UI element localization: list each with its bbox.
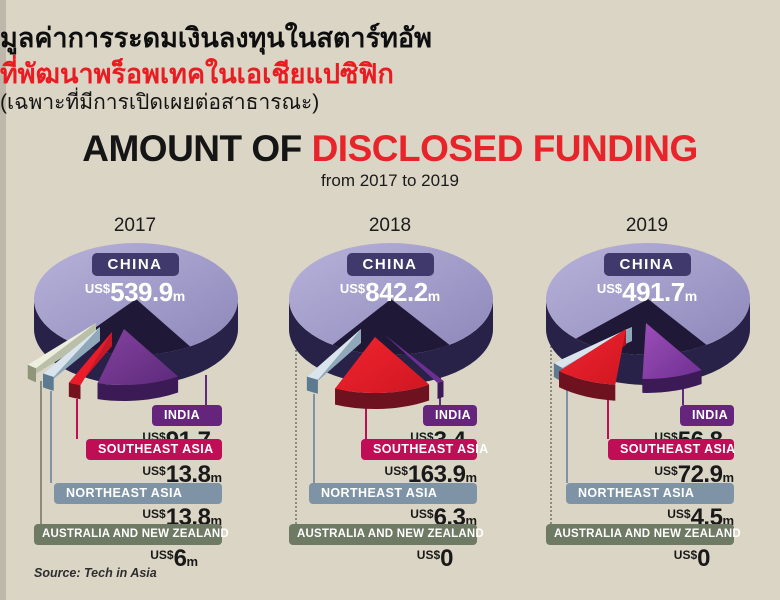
india-badge: INDIA bbox=[423, 405, 477, 426]
chart-column-2019: 2019 CHINA US$491.7m INDIA US$56.8m SOUT… bbox=[522, 215, 772, 597]
page-title: AMOUNT OF DISCLOSED FUNDING bbox=[0, 128, 780, 170]
australia-nz-badge: AUSTRALIA AND NEW ZEALAND bbox=[546, 524, 741, 545]
thai-title-line1: มูลค่าการระดมเงินลงทุนในสตาร์ทอัพ bbox=[0, 23, 432, 53]
northeast-asia-badge: NORTHEAST ASIA bbox=[54, 483, 222, 504]
australia-nz-badge: AUSTRALIA AND NEW ZEALAND bbox=[34, 524, 229, 545]
page-title-red: DISCLOSED FUNDING bbox=[311, 128, 699, 169]
southeast-asia-slice-side bbox=[68, 382, 81, 400]
northeast-asia-slice-2017 bbox=[43, 327, 100, 377]
year-label-2017: 2017 bbox=[113, 215, 157, 236]
pie-side-2017 bbox=[34, 299, 238, 385]
northeast-asia-slice-side bbox=[43, 373, 54, 391]
leader-line-southeast-asia bbox=[607, 399, 609, 439]
china-callout-2018: CHINA US$842.2m bbox=[265, 253, 515, 308]
northeast-asia-badge: NORTHEAST ASIA bbox=[309, 483, 477, 504]
leader-line-australia-nz bbox=[40, 381, 42, 524]
northeast-asia-slice-side bbox=[306, 376, 318, 394]
pie-side-2018 bbox=[289, 299, 493, 385]
chart-column-2017: 2017 CHINA US$539.9m INDIA US$91.7m SOUT… bbox=[10, 215, 260, 597]
china-callout-2017: CHINA US$539.9m bbox=[10, 253, 260, 308]
australia-nz-slice-2017 bbox=[27, 323, 96, 369]
india-slice-2019 bbox=[642, 323, 702, 379]
page-subtitle: from 2017 to 2019 bbox=[321, 171, 459, 190]
china-badge: CHINA bbox=[91, 253, 179, 276]
pie-notch-2017 bbox=[73, 299, 191, 356]
india-slice-2018 bbox=[385, 335, 444, 383]
northeast-asia-slice-2018 bbox=[306, 329, 361, 380]
australia-nz-slice-side bbox=[27, 364, 36, 383]
thai-title-line3: (เฉพาะที่มีการเปิดเผยต่อสาธารณะ) bbox=[0, 91, 320, 114]
pie-chart-2018 bbox=[289, 243, 493, 410]
leader-line-australia-nz-dotted bbox=[295, 345, 297, 524]
australia-nz-value: US$6m bbox=[150, 545, 198, 572]
australia-nz-slice-wall bbox=[27, 323, 96, 379]
southeast-asia-slice-2018 bbox=[335, 337, 430, 394]
leader-line-australia-nz-dotted bbox=[550, 335, 552, 524]
pie-notch-2018 bbox=[332, 299, 450, 356]
australia-nz-value: US$0 bbox=[416, 545, 454, 572]
india-slice-side bbox=[642, 370, 702, 393]
pie-chart-2017 bbox=[27, 243, 238, 402]
leader-line-northeast-asia bbox=[50, 391, 52, 483]
page-title-black: AMOUNT OF bbox=[82, 128, 312, 169]
southeast-asia-badge: SOUTHEAST ASIA bbox=[86, 439, 222, 460]
china-value: US$842.2m bbox=[339, 277, 441, 307]
china-badge: CHINA bbox=[346, 253, 434, 276]
india-badge: INDIA bbox=[152, 405, 222, 426]
thai-title-line2: ที่พัฒนาพร็อพเทคในเอเชียแปซิฟิก bbox=[0, 59, 394, 89]
india-badge: INDIA bbox=[680, 405, 734, 426]
southeast-asia-badge: SOUTHEAST ASIA bbox=[361, 439, 488, 460]
china-badge: CHINA bbox=[603, 253, 691, 276]
southeast-asia-slice-side bbox=[559, 371, 616, 401]
southeast-asia-badge: SOUTHEAST ASIA bbox=[608, 439, 735, 460]
leader-line-northeast-asia bbox=[566, 380, 568, 483]
leader-line-india bbox=[205, 375, 207, 405]
year-label-2019: 2019 bbox=[625, 215, 669, 236]
india-slice-side bbox=[437, 380, 444, 399]
china-value: US$539.9m bbox=[84, 277, 186, 307]
india-slice-2017 bbox=[97, 329, 179, 386]
leader-line-southeast-asia bbox=[365, 405, 367, 439]
pie-chart-2019 bbox=[546, 243, 750, 401]
leader-line-india bbox=[682, 383, 684, 405]
northeast-asia-slice-2019 bbox=[553, 327, 632, 368]
source-credit: Source: Tech in Asia bbox=[34, 566, 157, 580]
northeast-asia-badge: NORTHEAST ASIA bbox=[566, 483, 734, 504]
leader-line-northeast-asia bbox=[313, 394, 315, 483]
left-edge-shade bbox=[0, 0, 6, 600]
southeast-asia-slice-side bbox=[335, 384, 430, 410]
southeast-asia-slice-2019 bbox=[559, 329, 626, 385]
chart-column-2018: 2018 CHINA US$842.2m INDIA US$3.4m SOUTH… bbox=[265, 215, 515, 597]
leader-line-southeast-asia bbox=[76, 399, 78, 439]
australia-nz-value: US$0 bbox=[673, 545, 711, 572]
china-value: US$491.7m bbox=[596, 277, 698, 307]
southeast-asia-slice-2017 bbox=[68, 332, 112, 386]
year-label-2018: 2018 bbox=[368, 215, 412, 236]
australia-nz-badge: AUSTRALIA AND NEW ZEALAND bbox=[289, 524, 484, 545]
india-slice-side bbox=[97, 376, 179, 402]
china-callout-2019: CHINA US$491.7m bbox=[522, 253, 772, 308]
